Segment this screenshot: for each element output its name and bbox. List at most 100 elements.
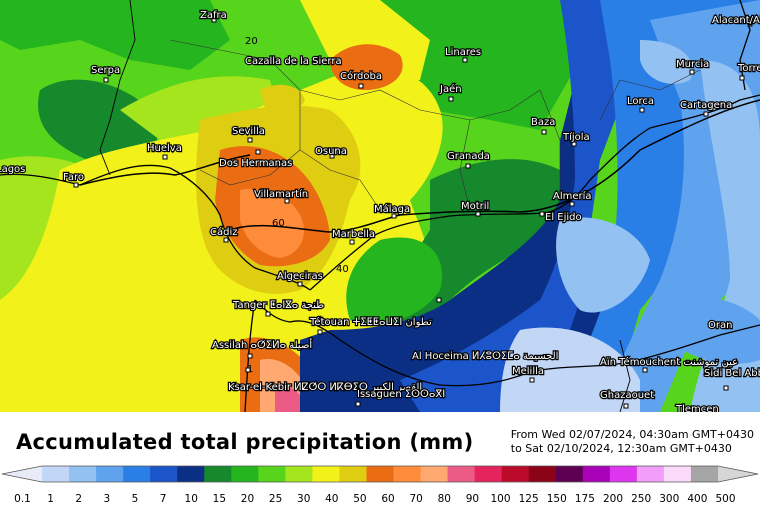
scale-tick-label: 70	[409, 493, 422, 505]
scale-tick-label: 500	[715, 493, 735, 505]
scale-swatch	[312, 466, 340, 482]
city-marker	[539, 211, 545, 217]
scale-tick-label: 100	[491, 493, 511, 505]
precip-zone-1	[500, 327, 640, 412]
scale-swatch	[636, 466, 665, 482]
city-marker	[462, 57, 468, 63]
valid-to: to Sat 02/10/2024, 12:30am GMT+0430	[510, 442, 732, 455]
city-label: Tanger ⵟⴰⵏⴵⴰ طنجة	[232, 300, 324, 311]
scale-tick-label: 15	[213, 493, 226, 505]
city-marker	[355, 401, 361, 407]
contour-label: 40	[336, 264, 349, 275]
scale-tick-label: 150	[547, 493, 567, 505]
city-label: Málaga	[374, 203, 410, 215]
city-marker	[329, 153, 335, 159]
city-labels: Zafra Serpa Cazalla de la Sierra Linares…	[0, 9, 760, 412]
scale-tick-label: 7	[160, 493, 167, 505]
city-label: Baza	[531, 117, 555, 128]
precip-zone-50	[330, 44, 403, 90]
scale-swatch	[501, 466, 530, 482]
scale-tick-label: 300	[659, 493, 679, 505]
city-marker	[223, 237, 229, 243]
city-label: Tlemcen	[675, 404, 719, 412]
scale-swatch	[258, 466, 286, 482]
scale-tick-label: 25	[269, 493, 282, 505]
city-marker	[284, 198, 290, 204]
scale-tick-label: 50	[353, 493, 366, 505]
city-marker	[317, 329, 323, 335]
city-label: Oran	[708, 320, 732, 331]
scale-swatch	[528, 466, 557, 482]
scale-swatch	[231, 466, 259, 482]
city-marker	[723, 385, 729, 391]
city-marker	[269, 57, 275, 63]
scale-swatch	[204, 466, 232, 482]
city-marker	[436, 297, 442, 303]
coastline	[0, 0, 760, 412]
city-markers	[73, 17, 753, 409]
city-marker	[358, 83, 364, 89]
city-label: Cazalla de la Sierra	[245, 56, 342, 67]
scale-swatch	[69, 466, 97, 482]
scale-swatch	[609, 466, 638, 482]
city-marker	[739, 75, 745, 81]
city-marker	[703, 111, 709, 117]
color-scale	[1, 465, 759, 483]
city-label: Granada	[447, 151, 490, 162]
city-marker	[529, 377, 535, 383]
city-label: Marbella	[332, 229, 375, 240]
scale-swatch	[150, 466, 178, 482]
city-marker	[541, 129, 547, 135]
scale-tick-label: 400	[687, 493, 707, 505]
city-marker	[465, 163, 471, 169]
scale-swatch	[2, 466, 43, 482]
scale-tick-label: 20	[241, 493, 254, 505]
precip-zone-20	[346, 237, 442, 324]
city-marker	[297, 281, 303, 287]
city-marker	[642, 367, 648, 373]
scale-swatch	[447, 466, 476, 482]
precip-zone-2	[640, 40, 693, 84]
city-marker	[571, 141, 577, 147]
city-marker	[639, 107, 645, 113]
scale-swatch	[420, 466, 449, 482]
city-marker	[211, 17, 217, 23]
city-marker	[247, 137, 253, 143]
city-label: Melilla	[512, 366, 544, 377]
city-marker	[689, 69, 695, 75]
city-marker	[448, 96, 454, 102]
scale-outline	[1, 465, 759, 483]
precipitation-map[interactable]: 20 60 40 1	[0, 0, 760, 412]
precip-zone-10	[300, 0, 600, 412]
scale-swatch	[42, 466, 70, 482]
city-marker	[247, 353, 253, 359]
country-border	[99, 0, 631, 412]
city-label: Almería	[553, 190, 592, 202]
precip-zone-2	[556, 217, 650, 313]
city-marker	[162, 154, 168, 160]
precip-zone-40	[260, 84, 305, 112]
valid-from: From Wed 02/07/2024, 04:30am GMT+0430	[510, 428, 754, 441]
scale-tick-label: 200	[603, 493, 623, 505]
scale-swatch	[123, 466, 151, 482]
city-label: Lorca	[627, 96, 654, 107]
city-marker	[349, 239, 355, 245]
city-label: Algeciras	[277, 271, 323, 282]
scale-tick-label: 10	[185, 493, 198, 505]
city-marker	[255, 149, 261, 155]
scale-tick-label: 60	[381, 493, 394, 505]
city-marker	[475, 211, 481, 217]
scale-tick-label: 0.1	[14, 493, 31, 505]
scale-tick-label: 40	[325, 493, 338, 505]
city-label: Ksar-el-Kebir ⵍⵇⵚⵔ ⵍⴽⴱⵉⵔ القصر الكبير	[228, 382, 422, 393]
city-label: Murcia	[676, 59, 709, 70]
city-label: Villamartín	[254, 188, 308, 200]
city-label: Huelva	[147, 143, 182, 154]
city-label: Al Hoceima ⵍⵃⵓⵙⵉⵎⴰ الحسيمة	[412, 351, 558, 362]
scale-tick-label: 175	[575, 493, 595, 505]
city-label: Issaguen ⵉⵙⵙⴰⴳⵏ	[357, 389, 445, 400]
scale-swatch	[663, 466, 692, 482]
scale-swatch	[690, 466, 719, 482]
region-border	[169, 39, 701, 211]
highway	[79, 99, 760, 233]
